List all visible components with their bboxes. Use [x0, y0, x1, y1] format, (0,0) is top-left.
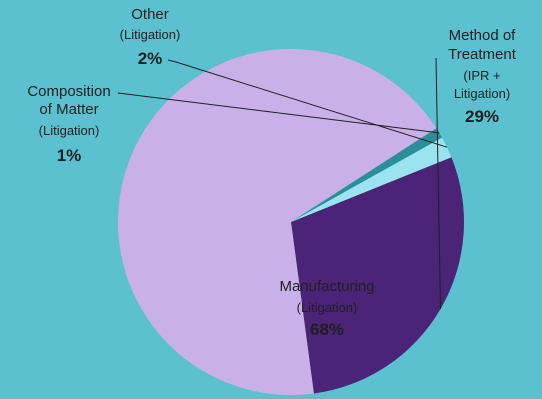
slice-name-line: Manufacturing — [279, 278, 374, 295]
slice-sublabel-line: (IPR + — [463, 68, 500, 83]
slice-name-line: Treatment — [448, 46, 517, 63]
pie-slice-other — [291, 137, 452, 222]
slice-name-line: of Matter — [39, 101, 98, 118]
leader-line — [117, 92, 440, 134]
pie-slice-composition-of-matter — [291, 128, 443, 222]
slice-sublabel-line: (Litigation) — [297, 300, 358, 315]
pie-slice-manufacturing — [118, 48, 437, 395]
leader-line — [167, 59, 448, 148]
slice-name-line: Composition — [27, 83, 110, 100]
slice-percent-label: 1% — [57, 146, 82, 165]
slice-sublabel-line: (Litigation) — [39, 123, 100, 138]
label-method-of-treatment: Method of Treatment (IPR + Litigation) 2… — [448, 27, 517, 126]
leader-lines — [117, 57, 448, 310]
slice-name-line: Method of — [449, 27, 517, 44]
slice-sublabel-line: (Litigation) — [120, 27, 181, 42]
pie-slice-method-of-treatment — [291, 157, 464, 394]
slice-name-line: Other — [131, 6, 169, 23]
slice-percent-label: 2% — [138, 49, 163, 68]
slice-percent-label: 68% — [310, 320, 344, 339]
leader-line — [435, 57, 441, 310]
label-composition-of-matter: Composition of Matter (Litigation) 1% — [27, 83, 110, 165]
slice-percent-label: 29% — [465, 107, 499, 126]
pie-slices — [118, 48, 464, 395]
label-manufacturing: Manufacturing (Litigation) 68% — [279, 278, 374, 339]
label-other: Other (Litigation) 2% — [120, 6, 181, 68]
slice-sublabel-line: Litigation) — [454, 86, 510, 101]
